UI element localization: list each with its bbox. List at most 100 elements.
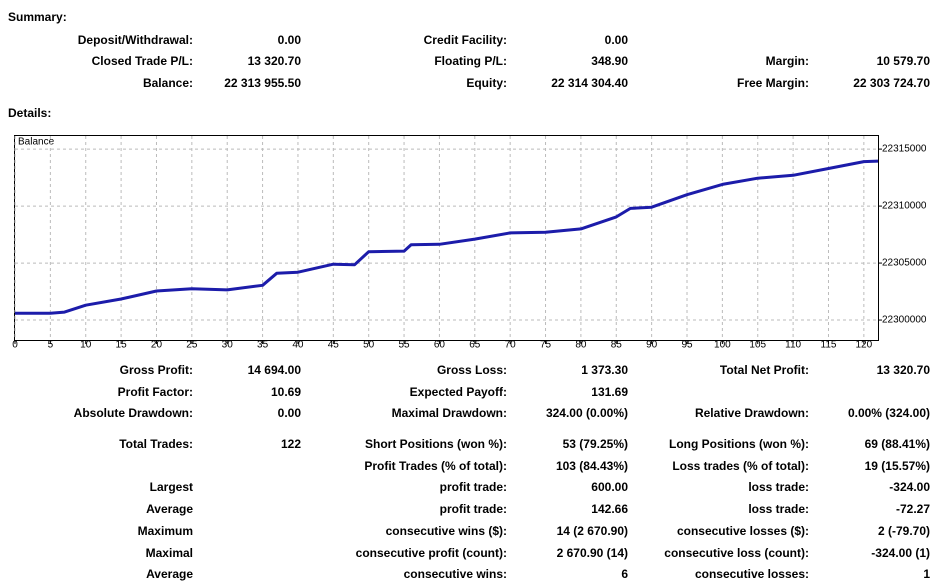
field-label: Average (146, 502, 193, 516)
field-label: Relative Drawdown: (695, 406, 809, 420)
field-value: 22 314 304.40 (551, 76, 628, 90)
field-value: 348.90 (591, 54, 628, 68)
x-tick-label: 60 (434, 340, 446, 351)
field-label: Absolute Drawdown: (74, 406, 193, 420)
field-label: profit trade: (440, 480, 507, 494)
x-tick-label: 90 (646, 340, 658, 351)
field-value: -324.00 (1) (871, 546, 930, 560)
field-value: 22 303 724.70 (853, 76, 930, 90)
field-label: Short Positions (won %): (365, 437, 507, 451)
field-label: profit trade: (440, 502, 507, 516)
x-tick-label: 15 (116, 340, 128, 351)
field-value: 142.66 (591, 502, 628, 516)
field-label: consecutive wins ($): (386, 524, 507, 538)
y-tick-label: 22305000 (882, 258, 927, 269)
field-label: Margin: (766, 54, 809, 68)
x-tick-label: 115 (821, 340, 837, 351)
x-tick-label: 35 (257, 340, 269, 351)
field-value: 0.00% (324.00) (848, 406, 930, 420)
field-label: loss trade: (748, 502, 809, 516)
x-tick-label: 25 (186, 340, 198, 351)
field-label: consecutive losses ($): (677, 524, 809, 538)
field-label: Total Net Profit: (720, 363, 809, 377)
x-tick-label: 5 (48, 340, 54, 351)
summary-title: Summary: (8, 10, 67, 24)
balance-line (15, 159, 879, 315)
x-tick-label: 40 (292, 340, 304, 351)
field-label: Deposit/Withdrawal: (78, 33, 193, 47)
field-label: Profit Factor: (118, 385, 193, 399)
field-label: consecutive loss (count): (664, 546, 809, 560)
x-tick-label: 110 (785, 340, 801, 351)
field-value: 2 670.90 (14) (557, 546, 628, 560)
field-label: Closed Trade P/L: (92, 54, 193, 68)
field-value: 122 (281, 437, 301, 451)
field-label: consecutive wins: (404, 567, 507, 581)
field-label: Credit Facility: (424, 33, 507, 47)
field-value: 1 373.30 (581, 363, 628, 377)
x-tick-label: 85 (611, 340, 623, 351)
field-label: consecutive profit (count): (356, 546, 507, 560)
series-label: Balance (18, 137, 55, 148)
field-value: 131.69 (591, 385, 628, 399)
field-label: Floating P/L: (434, 54, 507, 68)
y-tick-label: 22315000 (882, 144, 927, 155)
field-label: Balance: (143, 76, 193, 90)
field-label: Gross Profit: (120, 363, 193, 377)
field-value: 10 579.70 (877, 54, 931, 68)
x-tick-label: 75 (540, 340, 552, 351)
field-value: 14 694.00 (248, 363, 302, 377)
field-value: 13 320.70 (877, 363, 931, 377)
field-label: loss trade: (748, 480, 809, 494)
field-label: Free Margin: (737, 76, 809, 90)
field-value: 0.00 (278, 33, 302, 47)
x-tick-label: 45 (328, 340, 340, 351)
x-tick-label: 0 (12, 340, 18, 351)
x-tick-label: 70 (505, 340, 517, 351)
field-label: Maximal Drawdown: (392, 406, 507, 420)
field-value: 10.69 (271, 385, 301, 399)
x-tick-label: 30 (222, 340, 234, 351)
x-tick-label: 50 (363, 340, 375, 351)
field-value: 69 (88.41%) (865, 437, 930, 451)
field-value: 324.00 (0.00%) (546, 406, 628, 420)
field-value: -324.00 (889, 480, 930, 494)
x-tick-label: 55 (398, 340, 410, 351)
x-tick-label: 20 (151, 340, 163, 351)
field-value: 22 313 955.50 (224, 76, 301, 90)
x-tick-label: 95 (681, 340, 693, 351)
x-tick-label: 80 (575, 340, 587, 351)
field-label: Maximal (146, 546, 193, 560)
field-value: 1 (923, 567, 930, 581)
field-value: 53 (79.25%) (563, 437, 628, 451)
field-label: Expected Payoff: (410, 385, 507, 399)
field-value: -72.27 (896, 502, 930, 516)
field-value: 14 (2 670.90) (557, 524, 628, 538)
field-value: 103 (84.43%) (556, 459, 628, 473)
field-value: 19 (15.57%) (865, 459, 930, 473)
field-value: 6 (621, 567, 628, 581)
details-title: Details: (8, 106, 51, 120)
field-label: Largest (150, 480, 193, 494)
x-tick-label: 10 (80, 340, 92, 351)
field-label: Equity: (466, 76, 507, 90)
field-label: Maximum (138, 524, 193, 538)
field-label: Average (146, 567, 193, 581)
chart-frame (14, 135, 879, 341)
y-tick-label: 22300000 (882, 315, 927, 326)
field-label: Loss trades (% of total): (672, 459, 809, 473)
field-label: Long Positions (won %): (669, 437, 809, 451)
x-tick-label: 105 (749, 340, 766, 351)
field-value: 13 320.70 (248, 54, 302, 68)
field-value: 600.00 (591, 480, 628, 494)
field-label: Gross Loss: (437, 363, 507, 377)
x-tick-label: 120 (856, 340, 873, 351)
y-tick-label: 22310000 (882, 201, 927, 212)
field-value: 0.00 (278, 406, 302, 420)
field-label: Total Trades: (119, 437, 193, 451)
field-label: consecutive losses: (695, 567, 809, 581)
field-label: Profit Trades (% of total): (364, 459, 507, 473)
x-tick-label: 100 (714, 340, 731, 351)
field-value: 2 (-79.70) (878, 524, 930, 538)
